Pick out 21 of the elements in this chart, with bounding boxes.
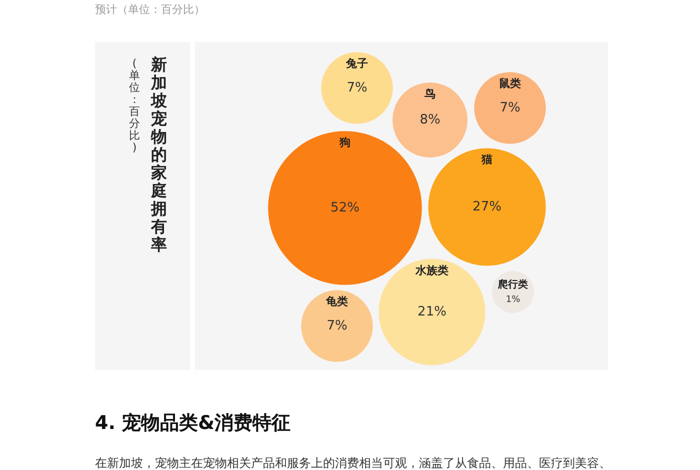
category-label: 水族类 — [414, 264, 448, 277]
data-label: 52% — [330, 200, 360, 216]
text: 在新加坡，宠物主在宠物相关产品和服务上的消费相当可观，涵盖了从食品、用品、医疗到美容、 — [95, 455, 611, 470]
category-label: 猫 — [480, 153, 492, 166]
data-label: 7% — [326, 318, 348, 334]
category-label: 鼠类 — [499, 77, 521, 90]
category-label: 兔子 — [345, 57, 368, 70]
data-label: 1% — [506, 295, 521, 305]
category-label: 狗 — [338, 136, 350, 150]
data-label: 7% — [500, 100, 520, 116]
text: 4. 宠物品类&消费特征 — [95, 411, 291, 436]
category-label: 龟类 — [325, 295, 348, 308]
data-label: 27% — [472, 200, 502, 214]
text: (单位：百分比) — [128, 57, 141, 154]
data-label: 7% — [346, 80, 368, 96]
category-label: 鸟 — [424, 88, 436, 101]
data-label: 8% — [420, 112, 440, 128]
text: 预计（单位：百分比） — [95, 2, 205, 17]
data-label: 21% — [418, 304, 446, 320]
category-label: 爬行类 — [497, 278, 528, 290]
chart-title: 新加坡宠物的家庭拥有率 — [151, 55, 167, 254]
